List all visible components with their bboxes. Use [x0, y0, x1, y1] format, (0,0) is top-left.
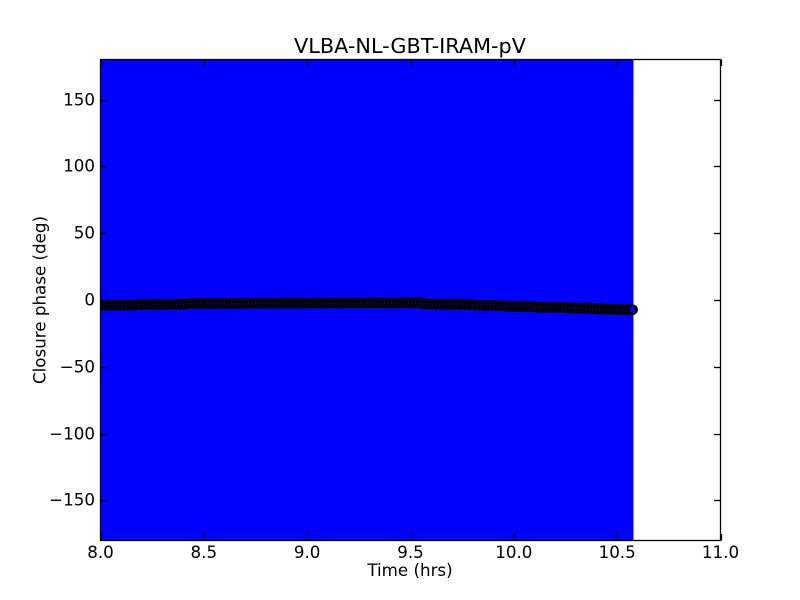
x-axis-label: Time (hrs) [367, 559, 453, 580]
data-layer [100, 59, 638, 541]
axis-ticks [100, 59, 723, 541]
last-data-marker [627, 304, 638, 315]
y-tick-label-−100: −100 [49, 423, 95, 444]
x-tick-label-9.0: 9.0 [293, 542, 321, 562]
y-tick-label-0: 0 [84, 289, 95, 310]
y-tick-label-−150: −150 [49, 490, 95, 511]
y-tick-label-150: 150 [63, 89, 95, 110]
x-tick-label-10.0: 10.0 [495, 542, 533, 562]
x-tick-label-8.0: 8.0 [87, 542, 114, 562]
y-tick-label-−50: −50 [59, 356, 95, 377]
x-tick-label-11.0: 11.0 [701, 542, 740, 562]
x-tick-label-10.5: 10.5 [598, 542, 636, 562]
data-markers [100, 297, 638, 316]
x-tick-label-8.5: 8.5 [190, 542, 218, 562]
chart-title: VLBA-NL-GBT-IRAM-pV [294, 34, 526, 59]
x-tick-label-9.5: 9.5 [397, 542, 424, 562]
y-tick-label-100: 100 [63, 156, 95, 177]
y-axis-label-text: Closure phase (deg) [29, 215, 50, 384]
y-tick-label-50: 50 [73, 222, 95, 243]
